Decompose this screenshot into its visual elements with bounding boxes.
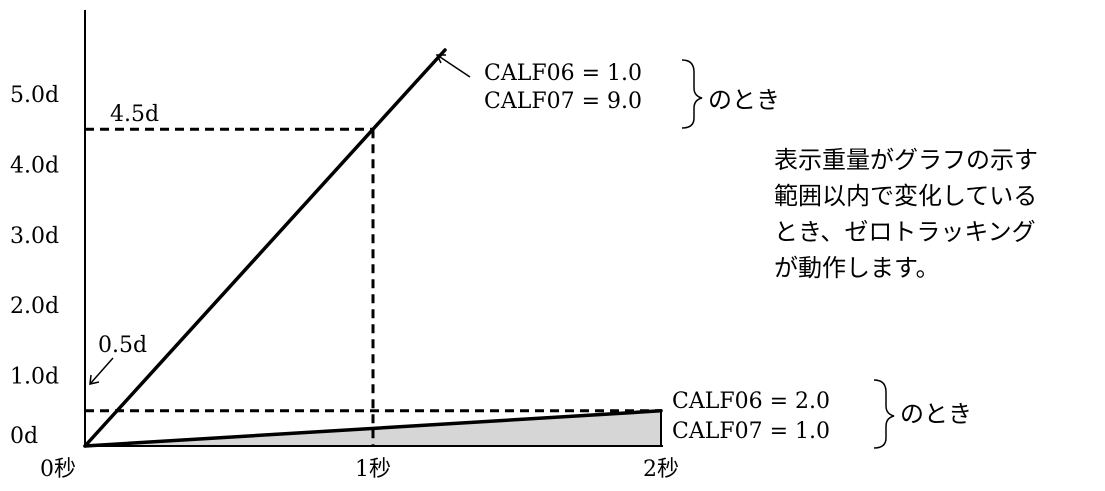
ref-label-0-5d: 0.5d	[98, 333, 147, 358]
x-tick-label-2: 2秒	[643, 457, 679, 482]
arrow-series-1-head	[435, 54, 446, 64]
note-line-4: が動作します。	[774, 254, 940, 282]
series-2-brace	[873, 379, 895, 449]
note-line-1: 表示重量がグラフの示す	[774, 146, 1038, 174]
series-2-label-line-1: CALF06 = 2.0	[672, 389, 830, 414]
arrow-0-5d-shaft	[89, 357, 114, 385]
series-2-line	[83, 409, 663, 448]
y-tick-label-1: 1.0d	[10, 365, 59, 390]
series-1-line	[83, 48, 447, 448]
series-1-suffix: のとき	[708, 86, 780, 114]
series-1-label-line-1: CALF06 = 1.0	[484, 61, 642, 86]
y-tick-label-2: 2.0d	[10, 294, 59, 319]
series-1-label-line-2: CALF07 = 9.0	[484, 89, 642, 114]
y-tick-label-5: 5.0d	[10, 83, 59, 108]
x-tick-label-1: 1秒	[355, 457, 391, 482]
y-tick-label-4: 4.0d	[10, 153, 59, 178]
ref-label-4-5d: 4.5d	[110, 102, 159, 127]
y-tick-label-0: 0d	[10, 424, 38, 449]
arrow-series-1-shaft	[436, 54, 471, 78]
series-2-suffix: のとき	[900, 400, 972, 428]
note-line-3: とき、ゼロトラッキング	[774, 218, 1036, 246]
arrow-0-5d-head	[89, 374, 100, 385]
note-line-2: 範囲以内で変化している	[774, 182, 1037, 210]
series-2-label-line-2: CALF07 = 1.0	[672, 419, 830, 444]
series-1-brace	[681, 59, 703, 129]
y-tick-label-3: 3.0d	[10, 224, 59, 249]
x-tick-label-0: 0秒	[40, 457, 76, 482]
